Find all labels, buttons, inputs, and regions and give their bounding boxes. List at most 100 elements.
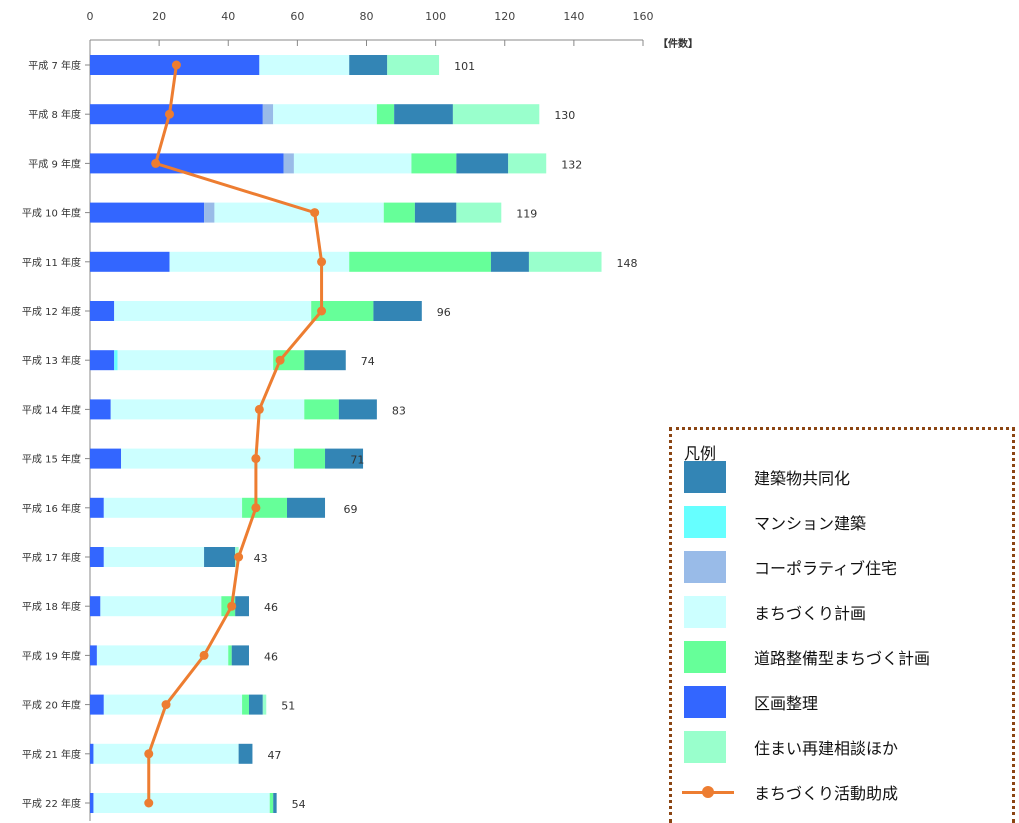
- total-value-label: 101: [454, 60, 475, 73]
- bar-segment: [456, 202, 502, 223]
- bar-segment: [248, 694, 263, 715]
- bar-segment: [262, 694, 267, 715]
- bar-segment: [273, 350, 305, 371]
- bar-segment: [90, 497, 104, 518]
- category-label: 平成 7 年度: [28, 59, 81, 72]
- total-value-label: 132: [561, 158, 582, 171]
- bar-segment: [114, 301, 312, 321]
- legend-item-activity-grant: まちづくり活動助成: [680, 774, 1010, 808]
- bar-segment: [90, 301, 115, 321]
- line-layer: [144, 60, 327, 808]
- legend-swatch: [684, 461, 726, 493]
- labels-layer: 平成 7 年度 101 平成 8 年度 130 平成 9 年度 132 平成 10 年度 11…: [22, 59, 638, 811]
- bar-segment: [394, 104, 453, 125]
- category-label: 平成 16 年度: [22, 502, 81, 515]
- bar-segment: [204, 547, 236, 567]
- bar-segment: [304, 350, 346, 371]
- bar-segment: [90, 645, 97, 666]
- total-value-label: 69: [343, 503, 357, 516]
- x-tick-label: 0: [87, 10, 94, 23]
- total-value-label: 83: [392, 404, 406, 417]
- bar-segment: [90, 202, 205, 223]
- activity-grant-line: [147, 64, 324, 803]
- activity-grant-point: [227, 601, 237, 611]
- bar-segment: [90, 350, 115, 371]
- legend-item-kyodoka: 建築物共同化: [680, 459, 1010, 493]
- bar-segment: [90, 251, 170, 272]
- x-tick-label: 100: [425, 10, 446, 23]
- bar-segment: [238, 743, 253, 764]
- activity-grant-point: [310, 208, 320, 218]
- bar-segment: [490, 251, 529, 272]
- bar-segment: [273, 793, 277, 813]
- x-tick-label: 120: [494, 10, 515, 23]
- bar-segment: [269, 793, 274, 813]
- bar-segment: [376, 104, 395, 125]
- unit-label: 【件数】: [658, 37, 698, 50]
- category-label: 平成 22 年度: [22, 797, 81, 810]
- legend-item-road-plan: 道路整備型まちづく計画: [680, 639, 1010, 673]
- bar-segment: [231, 645, 249, 666]
- bar-segment: [90, 104, 263, 125]
- bar-segment: [287, 497, 326, 518]
- category-label: 平成 14 年度: [22, 403, 81, 416]
- legend-label: 区画整理: [754, 694, 819, 713]
- bar-segment: [338, 399, 377, 420]
- bar-segment: [93, 743, 239, 764]
- bar-segment: [96, 645, 229, 666]
- bar-segment: [235, 596, 249, 617]
- legend-swatch: [684, 506, 726, 538]
- bar-segment: [90, 743, 94, 764]
- bar-segment: [90, 793, 94, 813]
- category-label: 平成 12 年度: [22, 305, 81, 318]
- activity-grant-point: [144, 749, 154, 759]
- bar-segment: [349, 55, 388, 75]
- bar-segment: [304, 399, 339, 420]
- bar-segment: [169, 251, 350, 272]
- category-label: 平成 21 年度: [22, 748, 81, 761]
- total-value-label: 130: [554, 109, 575, 122]
- legend-title: 凡例: [684, 444, 717, 463]
- bar-segment: [103, 497, 243, 518]
- total-value-label: 148: [617, 257, 638, 270]
- bar-segment: [283, 153, 294, 174]
- bar-segment: [103, 694, 243, 715]
- activity-grant-point: [234, 552, 244, 562]
- bar-segment: [242, 694, 249, 715]
- legend-swatch: [684, 551, 726, 583]
- bar-segment: [383, 202, 415, 223]
- x-tick-label: 140: [563, 10, 584, 23]
- activity-grant-point: [171, 60, 181, 70]
- legend-label: 住まい再建相談ほか: [754, 739, 899, 758]
- legend-label: コーポラティブ住宅: [754, 559, 898, 578]
- bar-segment: [204, 202, 215, 223]
- bar-segment: [114, 350, 118, 371]
- bar-segment: [121, 448, 294, 469]
- category-label: 平成 17 年度: [22, 551, 81, 564]
- bar-segment: [508, 153, 547, 174]
- category-label: 平成 18 年度: [22, 600, 81, 613]
- total-value-label: 46: [264, 650, 278, 663]
- legend-swatch: [684, 686, 726, 718]
- bar-segment: [259, 55, 350, 75]
- bar-segment: [90, 694, 104, 715]
- legend-label: まちづくり計画: [754, 604, 867, 623]
- bar-segment: [325, 448, 364, 469]
- bar-segment: [311, 301, 374, 321]
- bar-segment: [228, 645, 232, 666]
- bar-segment: [373, 301, 422, 321]
- bar-segment: [110, 399, 305, 420]
- bar-segment: [93, 793, 270, 813]
- bar-segment: [90, 448, 122, 469]
- bar-segment: [293, 448, 326, 469]
- bar-segment: [90, 547, 104, 567]
- total-value-label: 74: [361, 355, 375, 368]
- legend-swatch: [684, 596, 726, 628]
- x-tick-label: 160: [633, 10, 654, 23]
- legend-item-rebuild-consult: 住まい再建相談ほか: [680, 729, 1010, 763]
- bar-segment: [90, 153, 284, 174]
- bar-segment: [411, 153, 457, 174]
- activity-grant-point: [144, 798, 154, 808]
- activity-grant-point: [317, 306, 327, 316]
- bar-segment: [349, 251, 491, 272]
